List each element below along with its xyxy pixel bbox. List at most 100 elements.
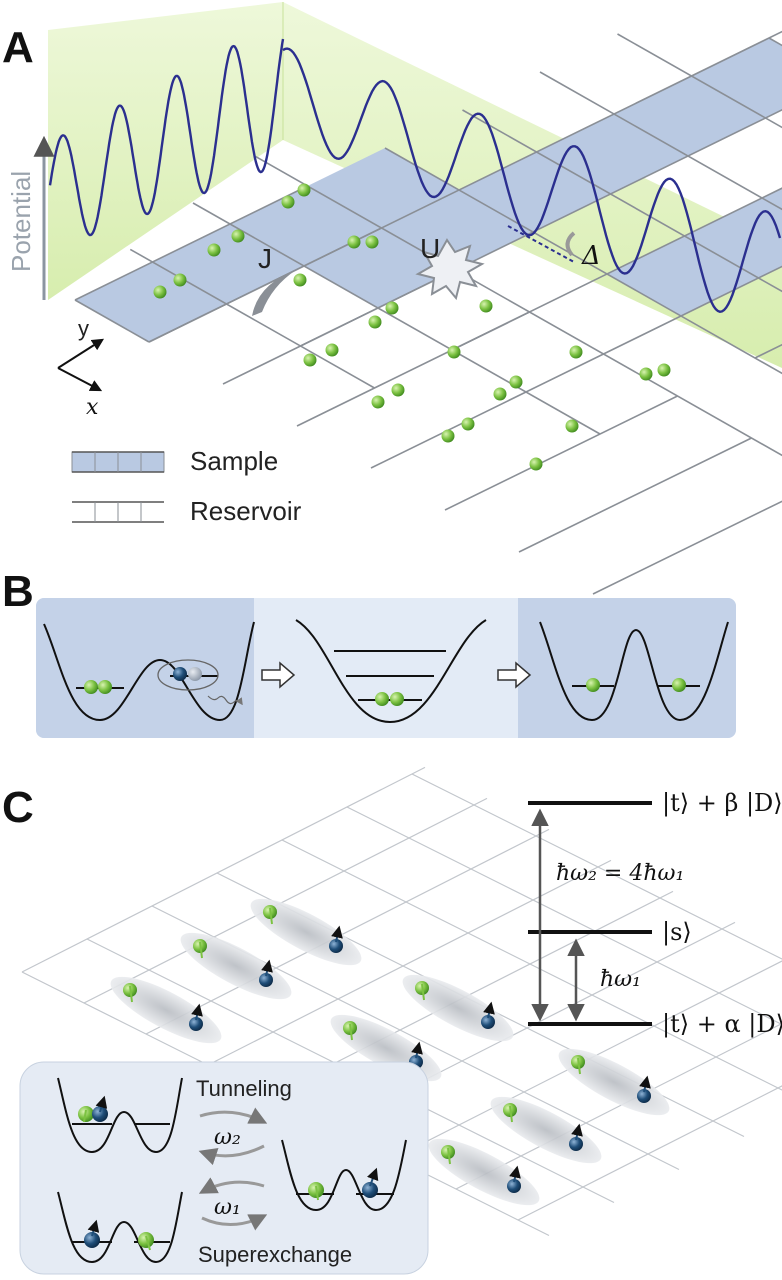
spin-down-icon: [129, 985, 133, 1003]
atom-green: [479, 299, 493, 313]
atom-green: [293, 273, 307, 287]
atom-green: [657, 363, 671, 377]
inset-well-final: [281, 1139, 407, 1212]
hopping-arrow-icon: [252, 270, 296, 316]
atom-blue: [569, 1137, 583, 1151]
omega1-cycle-arrow-bottom: [201, 1214, 268, 1231]
panel-c-sites: [110, 898, 670, 1206]
omega2-equation: ħω₂ = 4ħω₁: [556, 861, 684, 886]
panel-a-letter: A: [2, 23, 34, 72]
axis-x-label: x: [86, 395, 99, 420]
atom-green: [586, 678, 600, 692]
atom-green: [297, 183, 311, 197]
grid-line: [384, 147, 782, 375]
offset-label: Δ: [581, 241, 601, 271]
potential-axis-label: Potential: [6, 171, 36, 272]
atom-green: [493, 387, 507, 401]
atom-blue: [329, 939, 343, 953]
xy-axes: y x: [57, 316, 105, 420]
grid-line: [462, 109, 782, 293]
double-well-right: [539, 621, 729, 722]
atom-green: [391, 383, 405, 397]
atom-green: [347, 235, 361, 249]
offset-arc-icon: [565, 231, 576, 257]
atom-green: [672, 678, 686, 692]
transition-arrow-icon: [497, 661, 532, 689]
atom-green: [371, 395, 385, 409]
spin-down-icon: [447, 1147, 451, 1165]
atom-blue: [637, 1089, 651, 1103]
omega2-cycle-arrow-bottom: [198, 1144, 265, 1166]
atom-green: [173, 273, 187, 287]
grid-line: [74, 299, 150, 343]
atom-green: [375, 692, 389, 706]
offset-dash: [507, 225, 575, 263]
grid-line: [74, 185, 308, 301]
grid-line: [592, 500, 782, 595]
grid-line: [21, 766, 426, 973]
spin-down-icon: [421, 983, 425, 1001]
legend-sample: Sample: [71, 446, 278, 476]
spin-up-icon: [571, 1123, 583, 1141]
grid-line: [451, 187, 782, 351]
single-well: [295, 619, 487, 724]
omega1-label: ħω₁: [600, 967, 641, 992]
interaction-label: U: [420, 233, 440, 264]
atom-green: [365, 235, 379, 249]
transition-arrow-icon: [261, 661, 296, 689]
atom-green: [441, 429, 455, 443]
atom-green: [325, 343, 339, 357]
spin-down-icon: [349, 1023, 353, 1041]
atom-blue: [173, 667, 187, 681]
spin-down-icon: [509, 1105, 513, 1123]
spin-up-icon: [261, 959, 273, 977]
grid-line: [255, 155, 782, 457]
atom-green: [565, 419, 579, 433]
panel-b: B: [2, 567, 736, 738]
interaction-burst-icon: [415, 238, 485, 301]
panel-b-letter: B: [2, 567, 34, 616]
grid-line: [145, 828, 550, 1035]
atom-green: [529, 457, 543, 471]
atom-gray: [188, 667, 202, 681]
atom-blue: [189, 1017, 203, 1031]
atom-green: [138, 1232, 154, 1248]
panel-a: A Δ Potential J U y x: [2, 2, 782, 595]
grid-line: [129, 248, 375, 389]
hopping-label: J: [258, 243, 272, 274]
atom-green: [368, 315, 382, 329]
grid-line: [444, 395, 678, 511]
double-well-site: [402, 974, 514, 1042]
inset-well-superexchange: [57, 1191, 183, 1264]
spin-up-icon: [639, 1075, 651, 1093]
inset-superexchange-label: Superexchange: [198, 1242, 352, 1267]
loss-pair-ellipse: [157, 659, 219, 691]
atom-green: [207, 243, 221, 257]
grid-line: [370, 353, 604, 469]
omega2-cycle-arrow-top: [199, 1107, 268, 1124]
atom-blue: [92, 1106, 108, 1122]
grid-line: [455, 1022, 782, 1190]
spin-up-icon: [483, 1001, 495, 1019]
atom-blue: [507, 1179, 521, 1193]
atom-green: [569, 345, 583, 359]
atom-green: [98, 680, 112, 694]
grid-line: [192, 202, 601, 435]
inset-box: [19, 1061, 429, 1275]
legend-reservoir-label: Reservoir: [190, 496, 302, 526]
omega1-cycle-arrow-top: [198, 1177, 265, 1194]
sample-cell: [762, 188, 782, 210]
grid-line: [300, 109, 782, 347]
grid-line: [617, 33, 782, 129]
inset-tunneling-label: Tunneling: [196, 1076, 292, 1101]
double-well-site: [558, 1048, 670, 1116]
atom-green: [303, 353, 317, 367]
grid-line: [539, 71, 782, 211]
atom-green: [639, 367, 653, 381]
grid-line: [518, 437, 752, 553]
lattice-atoms: [153, 183, 671, 471]
atom-green: [447, 345, 461, 359]
potential-wave-left: [48, 38, 285, 237]
spin-up-icon: [331, 925, 343, 943]
